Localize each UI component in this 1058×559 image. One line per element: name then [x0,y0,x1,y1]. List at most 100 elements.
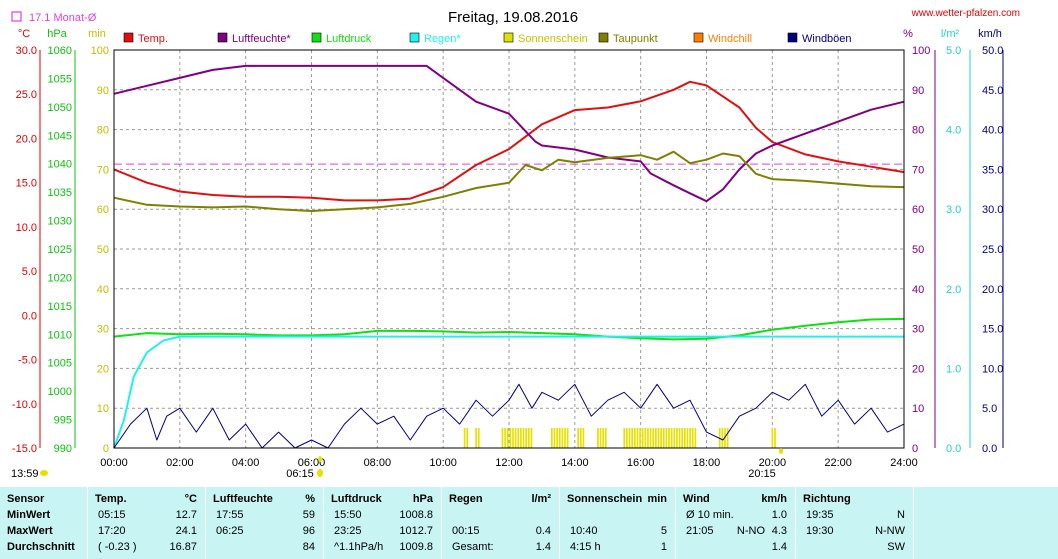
sunshine-bar [550,428,553,448]
axis-tick-humidity: 10 [912,403,924,415]
axis-tick-humidity: 30 [912,324,924,336]
table-cell-time: Ø 10 min. [686,509,734,521]
sunshine-bar [626,428,628,448]
axis-unit-temp: °C [18,28,30,40]
axis-tick-wind: 20.0 [982,284,1003,296]
table-header-unit: °C [184,493,197,505]
sunshine-bar [558,428,561,448]
table-row-label: MinWert [7,509,51,521]
axis-unit-humidity: % [903,28,913,40]
sunshine-bar [553,428,556,448]
legend-swatch [598,32,609,43]
table-cell-value: 1.4 [771,541,787,553]
table-cell-time: 4:15 h [570,541,601,553]
table-cell-time: 17:55 [216,509,244,521]
x-tick-label: 10:00 [429,457,457,469]
table-column: Regen l/m² 00:15 0.4 Gesamt: 1.4 [442,487,560,559]
axis-tick-pressure: 1050 [48,102,72,114]
legend-label: Sonnenschein [518,33,588,45]
axis-tick-temp: 20.0 [16,133,37,145]
table-header: Sensor [7,493,45,505]
series-line-windb-en [113,383,905,449]
sunshine-bar [566,428,569,448]
sunshine-bar [579,428,582,448]
axis-tick-pressure: 1000 [48,386,72,398]
avg-legend-icon [11,11,22,22]
x-tick-label: 12:00 [495,457,523,469]
sunshine-bar [668,428,670,448]
axis-tick-pressure: 1010 [48,329,72,341]
table-cell-value: 12.7 [175,509,197,521]
axis-unit-min: min [88,28,106,40]
axis-tick-humidity: 60 [912,204,924,216]
axis-tick-wind: 35.0 [982,164,1003,176]
sunshine-bar [726,428,729,448]
stats-table: Sensor MinWert MaxWert Durchschnitt Temp. °C 0… [0,487,1058,559]
table-cell-value: SW [887,541,905,553]
axis-tick-humidity: 40 [912,284,924,296]
axis-tick-min: 70 [97,164,109,176]
sunshine-bar [475,428,477,448]
series-line-luftfeuchte- [113,64,905,203]
sunshine-bar [644,428,647,448]
sunshine-bar [520,428,522,448]
x-tick-label: 04:00 [232,457,260,469]
sunshine-bar [681,428,684,448]
sunshine-bar [512,428,514,448]
sunshine-bar [647,428,649,448]
sunshine-bar [676,428,678,448]
axis-unit-wind: km/h [978,28,1002,40]
axis-tick-temp: 10.0 [16,222,37,234]
sunshine-bar [509,428,512,448]
legend-swatch [123,32,134,43]
x-label-sunset: 20:15 [748,468,776,480]
sunshine-bar [694,428,697,448]
sunshine-bar [623,428,626,448]
axis-tick-wind: 15.0 [982,324,1003,336]
table-column: Temp. °C 05:15 12.7 17:20 24.1 ( -0.23 ) 16.87 [88,487,206,559]
sunshine-bar [501,428,504,448]
table-cell-direction: N-NO [736,525,765,537]
axis-tick-temp: 0.0 [22,310,37,322]
axis-tick-pressure: 1015 [48,301,72,313]
table-cell-value: 1012.7 [399,525,433,537]
axis-tick-min: 30 [97,324,109,336]
table-cell-value: 1009.8 [399,541,433,553]
x-tick-label: 02:00 [166,457,194,469]
table-cell-time: 06:25 [216,525,244,537]
sunshine-bar [660,428,662,448]
sunshine-bar [530,428,533,448]
legend-label: Luftfeuchte* [232,33,291,45]
table-cell-value: 1.0 [771,509,787,521]
axis-unit-pressure: hPa [47,28,67,40]
axis-tick-pressure: 1055 [48,73,72,85]
sunshine-bar [517,428,520,448]
legend-swatch [693,32,704,43]
sunshine-bar [771,428,774,448]
legend-swatch [787,32,798,43]
table-column: Sensor MinWert MaxWert Durchschnitt [0,487,88,559]
axis-tick-humidity: 50 [912,244,924,256]
sunshine-bar [678,428,681,448]
table-header: Wind [683,493,710,505]
x-tick-label: 22:00 [824,457,852,469]
sunshine-bar [463,428,466,448]
sunshine-bar [504,428,506,448]
monthly-average-label: 17.1 Monat-Ø [29,12,97,24]
table-cell-value: 1 [660,541,667,553]
sunshine-bar [604,428,607,448]
table-cell-time: ( -0.23 ) [98,541,137,553]
table-header: Luftdruck [331,493,382,505]
table-row-label: MaxWert [7,525,53,537]
sunshine-bar [686,428,689,448]
sunshine-bar [633,428,636,448]
axis-tick-wind: 5.0 [982,403,997,415]
legend-label: Regen* [424,33,461,45]
source-link[interactable]: www.wetter-pfalzen.com [911,8,1020,19]
sunshine-bar [602,428,605,448]
axis-tick-min: 40 [97,284,109,296]
axis-tick-humidity: 100 [912,45,930,57]
axis-tick-min: 80 [97,125,109,137]
axis-tick-humidity: 0 [912,443,918,455]
axis-tick-pressure: 1045 [48,130,72,142]
